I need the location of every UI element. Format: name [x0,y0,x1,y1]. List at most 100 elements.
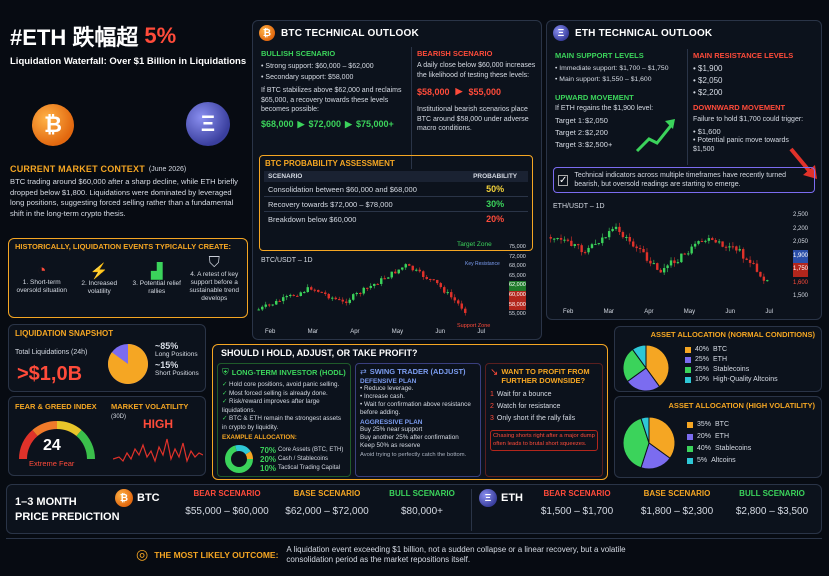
candle-body [296,295,299,297]
history-title: HISTORICALLY, LIQUIDATION EVENTS TYPICAL… [15,242,231,251]
btc-chart-label: BTC/USDT – 1D [261,257,313,264]
candle-body [766,280,769,282]
candle-body [625,236,628,238]
candle-body [649,260,652,264]
candle-body [738,249,741,251]
profit-item: 2 Watch for resistance [490,403,561,410]
eth-x-axis: Feb Mar Apr May Jun Jul [563,309,773,315]
swing-icon: ⇄ [360,367,367,376]
candle-body [662,268,666,273]
candle-body [464,308,467,313]
speedometer-icon: ◔ [37,262,47,279]
legend-item: 25% ETH [685,355,778,365]
candle-body [299,292,302,296]
candle-body [611,228,614,232]
candle-body [390,271,393,278]
legend-item: 10% High-Quality Altcoins [685,375,778,385]
prediction-title-2: PRICE PREDICTION [15,511,120,523]
eth-y-axis: 2,500 2,200 2,050 1,900 1,750 1,600 1,50… [793,212,809,299]
candle-body [411,265,414,271]
table-row: Consolidation between $60,000 and $68,00… [264,182,528,197]
candle-body [742,249,745,259]
eth-chart: ETH/USDT – 1D 2,500 2,200 2,050 1,900 1,… [549,201,821,319]
fear-label: Extreme Fear [29,459,75,468]
legend-item: 5% Altcoins [687,455,751,467]
candle-body [313,289,316,291]
swing-title: SWING TRADER (ADJUST) [369,367,466,376]
agg-note: Avoid trying to perfectly catch the bott… [360,452,467,458]
btc-bear-value: $55,000 – $60,000 [185,506,269,517]
table-row: Breakdown below $60,000 20% [268,214,505,224]
candle-body [556,238,559,240]
candle-body [731,246,735,248]
candle-body [397,269,400,274]
alloc-high-title: ASSET ALLOCATION (HIGH VOLATILITY) [668,401,815,410]
outcome-text: A liquidation event exceeding $1 billion… [286,544,626,564]
candle-body [762,276,766,281]
profit-item: 1 Wait for a bounce [490,391,552,398]
liquidation-title: LIQUIDATION SNAPSHOT [15,329,114,338]
candle-body [268,304,271,306]
candle-body [401,267,404,270]
hodl-icon: ⛨ [222,367,229,377]
context-text: BTC trading around $60,000 after a sharp… [10,177,238,218]
history-panel: HISTORICALLY, LIQUIDATION EVENTS TYPICAL… [8,238,248,318]
candle-body [607,231,611,238]
liquidation-value: >$1,0B [17,363,83,385]
hodl-item: Hold core positions, avoid panic selling… [222,381,346,390]
up-text: If ETH regains the $1,900 level: [555,105,654,112]
hold-title: SHOULD I HOLD, ADJUST, OR TAKE PROFIT? [221,348,418,358]
alloc-row: 20% Cash / Stablecoins [260,455,329,464]
candle-body [724,246,728,248]
candle-body [735,246,738,251]
market-context: CURRENT MARKET CONTEXT (June 2026) BTC t… [10,164,240,219]
hodl-item: Risk/reward improves after large liquida… [222,398,346,415]
btc-x-axis: Feb Mar Apr May Jun Jul [265,329,485,335]
long-slice [108,344,148,384]
btc-probability: BTC PROBABILITY ASSESSMENT SCENARIO PROB… [259,155,533,251]
candle-body [278,300,281,302]
legend-item: 25% Stablecoins [685,365,778,375]
candle-body [320,291,323,293]
alloc-high-pie [622,416,676,470]
candle-body [714,239,717,243]
alloc-normal-legend: 40% BTC 25% ETH 25% Stablecoins 10% High-Qua… [685,345,778,385]
prediction-title-1: 1–3 MONTH [15,496,77,508]
candle-body [563,239,566,241]
alloc-normal-title: ASSET ALLOCATION (NORMAL CONDITIONS) [650,330,815,339]
alloc-normal-pie [622,344,670,392]
candle-body [704,240,707,242]
hodl-title: LONG-TERM INVESTOR (HODL) [231,368,346,377]
long-label: Long Positions [155,351,198,358]
alloc-row: 10% Tactical Trading Capital [260,464,341,473]
eth-outlook-panel: Ξ ETH TECHNICAL OUTLOOK MAIN SUPPORT LEV… [546,20,822,320]
candle-body [450,292,453,298]
target-icon: ◎ [136,546,149,562]
candle-body [338,299,341,301]
candle-body [317,289,320,292]
btc-candles [257,263,467,316]
prob-col-scenario: SCENARIO [268,173,303,180]
eth-base-value: $1,800 – $2,300 [640,506,714,517]
candle-body [362,287,365,294]
candle-body [717,241,721,243]
candle-body [673,260,676,264]
lightning-icon: ⚡ [89,262,109,280]
candle-body [324,292,327,294]
candle-body [601,237,604,244]
btc-small-icon: ₿ [259,25,275,41]
candle-body [752,262,755,264]
candle-body [652,263,656,265]
short-pct: ~15% [155,360,179,370]
candle-body [621,232,625,238]
btc-outlook-panel: ₿ BTC TECHNICAL OUTLOOK BULLISH SCENARIO… [252,20,542,340]
candle-body [289,294,292,297]
candle-body [711,238,714,240]
vol-title: MARKET VOLATILITY [111,402,189,411]
candle-body [457,300,460,304]
candle-body [345,301,348,303]
bear-target-1: $58,000 [417,86,450,97]
down-item: Potential panic move towards $1,500 [693,136,789,154]
prob-col-probability: PROBABILITY [473,173,518,180]
bear-text: A daily close below $60,000 increases th… [417,62,536,79]
